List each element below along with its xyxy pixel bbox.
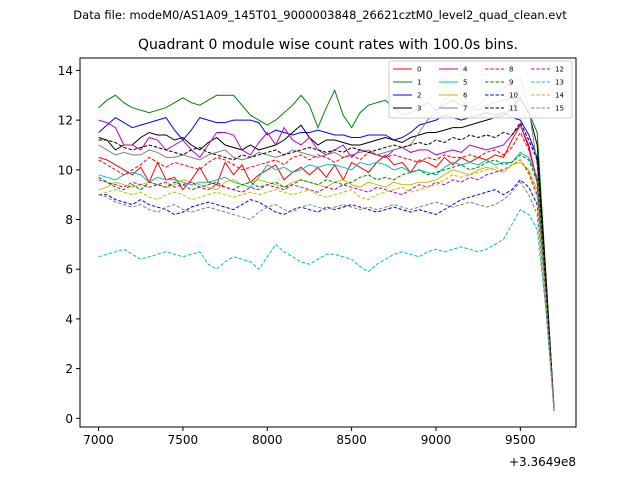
series-line-12 [98,159,555,411]
series-line-5 [98,151,555,411]
legend-label-6: 6 [463,92,468,100]
legend-label-13: 13 [555,79,564,87]
axes-frame [79,57,577,428]
legend-label-14: 14 [555,92,564,100]
series-line-9 [98,154,555,411]
y-tick-label: 12 [58,114,73,128]
y-tick-label: 0 [65,412,73,426]
x-axis: 7000 7500 8000 8500 9000 9500 [83,427,536,447]
x-tick-label: 9500 [505,433,536,447]
x-tick-label: 8000 [252,433,283,447]
legend-label-3: 3 [417,105,421,113]
y-tick-label: 14 [58,64,73,78]
y-tick-label: 2 [65,362,73,376]
legend-label-1: 1 [417,79,421,87]
legend-label-7: 7 [463,105,467,113]
x-tick-label: 7500 [168,433,199,447]
y-tick-label: 10 [58,163,73,177]
series-line-4 [98,119,555,411]
legend-box [388,60,573,119]
series-line-3 [98,96,555,411]
y-tick-label: 6 [65,263,73,277]
series-line-11 [98,121,555,411]
x-axis-offset-text: +3.3649e8 [509,455,576,469]
series-line-6 [98,161,555,411]
legend-label-10: 10 [509,92,518,100]
legend-label-9: 9 [509,79,513,87]
legend-label-2: 2 [417,92,421,100]
series-line-13 [98,208,555,411]
plot-area [98,77,555,411]
legend-label-11: 11 [509,105,518,113]
legend-label-8: 8 [509,66,513,74]
legend-label-4: 4 [463,66,468,74]
chart-title: Quadrant 0 module wise count rates with … [138,37,518,53]
legend-label-5: 5 [463,79,467,87]
legend-label-15: 15 [555,105,564,113]
x-tick-label: 8500 [336,433,367,447]
legend-label-12: 12 [555,66,564,74]
series-line-15 [98,181,555,411]
y-axis: 0 2 4 6 8 10 12 14 [58,64,80,426]
series-line-8 [98,131,555,411]
series-line-14 [98,159,555,411]
series-line-7 [98,77,555,411]
legend-label-0: 0 [417,66,421,74]
y-tick-label: 4 [65,312,73,326]
figure-suptitle: Data file: modeM0/AS1A09_145T01_90000038… [73,8,567,22]
x-tick-label: 7000 [83,433,114,447]
y-tick-label: 8 [65,213,73,227]
series-line-10 [98,179,555,411]
x-tick-label: 9000 [421,433,452,447]
